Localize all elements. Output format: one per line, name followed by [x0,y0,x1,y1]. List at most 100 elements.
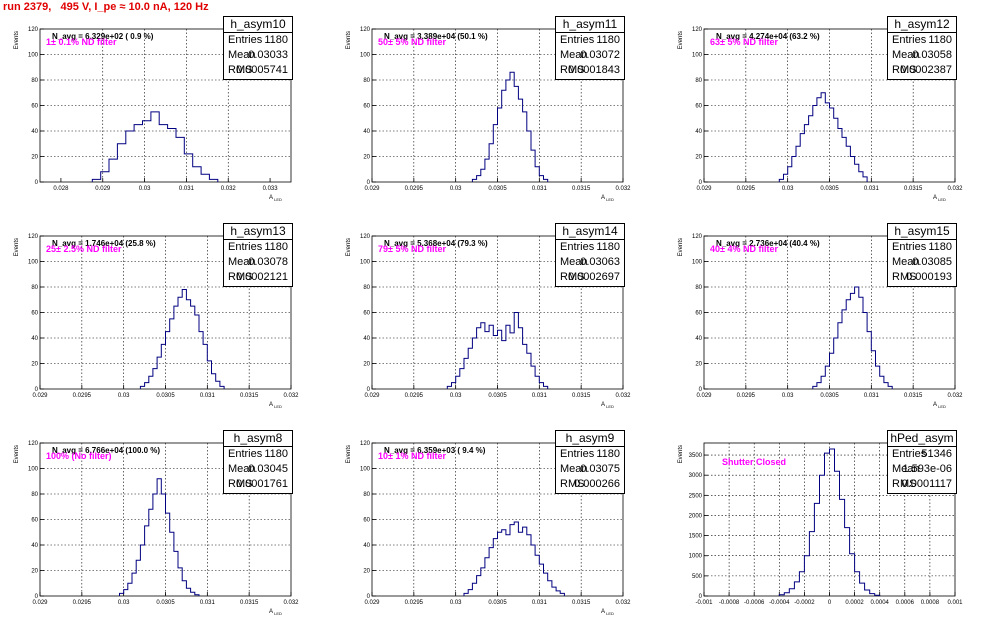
y-tick-label: 1000 [689,554,703,560]
stats-row-mean: Mean 0.03045 [224,462,292,477]
y-tick-label: 2000 [689,513,703,519]
x-axis-label: A LED [933,195,946,202]
x-tick-label: 0.029 [364,600,380,606]
y-axis-label: Events [14,31,20,49]
stats-key: Mean [560,49,588,61]
stats-box: h_asym14 Entries 1180 Mean 0.03063 RMS 0.00026… [555,223,625,287]
x-tick-label: 0.0315 [572,393,591,399]
y-axis-label: Events [14,238,20,256]
y-tick-label: 100 [360,260,371,266]
filter-label: 40± 4% ND filter [710,244,778,254]
stats-box: h_asym9 Entries 1180 Mean 0.03075 RMS 0.000266 [555,430,625,494]
x-tick-label: 0.033 [263,186,279,192]
navg-label: N_avg = 1.746e+04 (25.8 %) [52,239,156,248]
stats-key: RMS [228,271,253,283]
stats-key: RMS [560,271,585,283]
stats-row-entries: Entries 1180 [556,240,624,255]
x-tick-label: 0.03 [782,186,794,192]
y-axis-label: Events [14,445,20,463]
x-tick-label: 0.03 [450,393,462,399]
y-tick-label: 80 [31,78,38,84]
stats-row-mean: Mean 0.03075 [556,462,624,477]
y-tick-label: 80 [695,285,702,291]
stats-key: Entries [228,241,263,253]
x-tick-label: 0.031 [532,186,548,192]
stats-row-rms: RMS 0.0002697 [556,270,624,285]
navg-label: N_avg = 6.766e+04 (100.0 %) [52,446,161,455]
x-tick-label: 0 [828,600,832,606]
x-axis-label: A LED [601,609,614,616]
y-tick-label: 20 [363,155,370,161]
stats-mean: 0.03085 [912,256,952,268]
x-tick-label: 0.03 [782,393,794,399]
histogram-panel-h_asym12: 0.029 0.0295 0.03 0.0305 0.031 0.0315 0.032 0 20… [664,15,996,222]
stats-key: Entries [892,241,927,253]
stats-row-rms: RMS 0.0001843 [556,63,624,78]
stats-entries: 1180 [596,241,620,253]
histogram-panel-hPed_asym: -0.001 -0.0008 -0.0006 -0.0004 -0.0002 0 0.000… [664,429,996,636]
stats-key: Mean [228,49,256,61]
stats-row-entries: Entries 1180 [556,447,624,462]
y-tick-label: 40 [31,336,38,342]
y-tick-label: 40 [363,336,370,342]
filter-label: 1± 0.1% ND filter [46,37,117,47]
stats-mean: 0.03072 [580,49,620,61]
y-tick-label: 60 [31,518,38,524]
stats-entries: 1180 [928,34,952,46]
y-tick-label: 40 [695,336,702,342]
x-tick-label: 0.031 [200,600,216,606]
stats-row-mean: Mean 0.03085 [888,255,956,270]
navg-label: N_avg = 5.368e+04 (79.3 %) [384,239,488,248]
x-tick-label: 0.03 [118,600,130,606]
y-tick-label: 60 [363,311,370,317]
stats-key: RMS [560,478,585,490]
stats-key: Mean [892,463,920,475]
x-tick-label: -0.0006 [744,600,765,606]
stats-entries: 1180 [264,241,288,253]
x-axis-label: A LED [269,609,282,616]
stats-row-mean: Mean 0.03072 [556,48,624,63]
x-tick-label: -0.0002 [794,600,815,606]
stats-rms: 0.000266 [574,478,620,490]
histogram-line [119,478,200,596]
y-tick-label: 0 [699,387,703,393]
y-tick-label: 0 [699,594,703,600]
stats-key: RMS [892,478,917,490]
x-tick-label: 0.0305 [156,393,175,399]
x-axis-label: A LED [933,402,946,409]
stats-row-rms: RMS 0.0001761 [224,477,292,492]
y-tick-label: 80 [31,492,38,498]
x-tick-label: 0.0295 [73,393,92,399]
x-tick-label: 0.0006 [896,600,915,606]
histogram-name: h_asym14 [556,224,624,240]
x-tick-label: 0.029 [32,393,48,399]
y-tick-label: 0 [367,594,371,600]
y-tick-label: 100 [28,260,39,266]
navg-label: N_avg = 4.274e+04 (63.2 %) [716,32,820,41]
filter-label: 50± 5% ND filter [378,37,446,47]
stats-key: RMS [892,64,917,76]
x-tick-label: 0.029 [32,600,48,606]
stats-box: h_asym13 Entries 1180 Mean 0.03078 RMS 0.00021… [223,223,293,287]
histogram-name: h_asym10 [224,17,292,33]
stats-entries: 1180 [928,241,952,253]
histogram-line [812,286,893,389]
stats-mean: 0.03045 [248,463,288,475]
x-tick-label: 0.028 [53,186,69,192]
stats-key: RMS [892,271,917,283]
y-tick-label: 0 [35,180,39,186]
histogram-name: h_asym9 [556,431,624,447]
y-tick-label: 20 [363,362,370,368]
x-tick-label: 0.0295 [737,393,756,399]
filter-label: 10± 1% ND filter [378,451,446,461]
navg-label: N_avg = 6.329e+02 ( 0.9 %) [52,32,154,41]
stats-box: h_asym11 Entries 1180 Mean 0.03072 RMS 0.00018… [555,16,625,80]
x-axis-label: A LED [269,402,282,409]
histogram-line [778,92,868,182]
histogram-line [91,111,219,182]
x-tick-label: 0.0004 [871,600,890,606]
stats-key: Mean [560,463,588,475]
histogram-plot: 0.029 0.0295 0.03 0.0305 0.031 0.0315 0.032 0 20… [14,441,299,616]
x-tick-label: 0.0305 [820,393,839,399]
x-tick-label: 0.0305 [820,186,839,192]
